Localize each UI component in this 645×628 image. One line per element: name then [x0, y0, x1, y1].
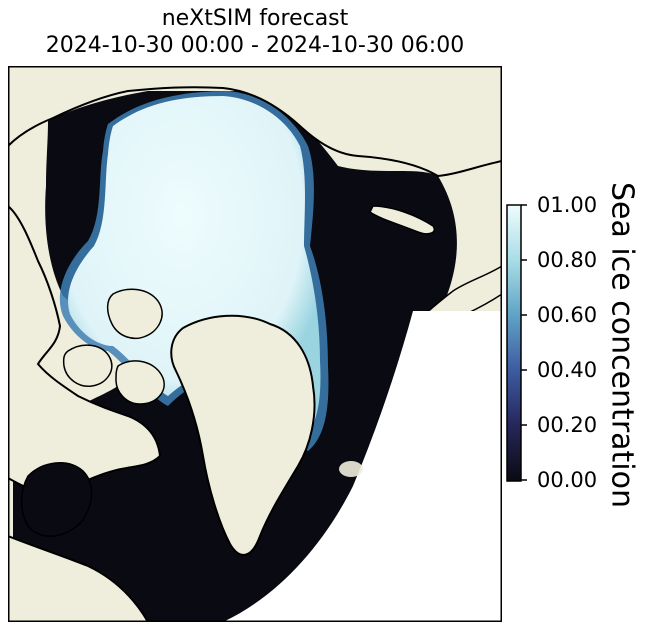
map-frame — [8, 66, 502, 622]
novaya-zemlya — [369, 205, 435, 235]
canadian-archipelago — [115, 360, 165, 405]
labrador — [8, 534, 150, 622]
colorbar-tick-label: 00.60 — [537, 303, 598, 327]
colorbar-tick-label: 01.00 — [537, 193, 598, 217]
colorbar-tick-label: 00.80 — [537, 248, 598, 272]
no-data-region — [223, 311, 502, 622]
colorbar-title-text: Sea ice concentration — [604, 181, 640, 509]
greenland — [170, 314, 316, 556]
colorbar-tick-label: 00.40 — [537, 358, 598, 382]
colorbar-tick-label: 00.00 — [537, 468, 598, 492]
eurasia — [8, 66, 502, 178]
forecast-period: 2024-10-30 00:00 - 2024-10-30 06:00 — [45, 33, 465, 58]
canadian-archipelago — [62, 344, 113, 387]
sea-ice-map — [8, 66, 502, 622]
hudson-bay — [20, 462, 93, 537]
colorbar-tick-label: 00.20 — [537, 413, 598, 437]
map-title: neXtSIM forecast — [161, 6, 349, 31]
colorbar-tick-marks — [521, 204, 527, 481]
colorbar — [506, 204, 527, 482]
colorbar-gradient — [506, 204, 522, 482]
iceland — [339, 461, 363, 477]
canadian-archipelago — [106, 288, 163, 340]
